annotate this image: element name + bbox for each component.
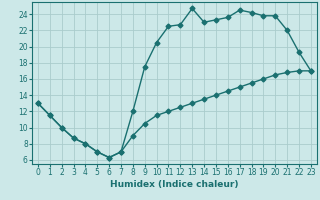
X-axis label: Humidex (Indice chaleur): Humidex (Indice chaleur) [110,180,239,189]
